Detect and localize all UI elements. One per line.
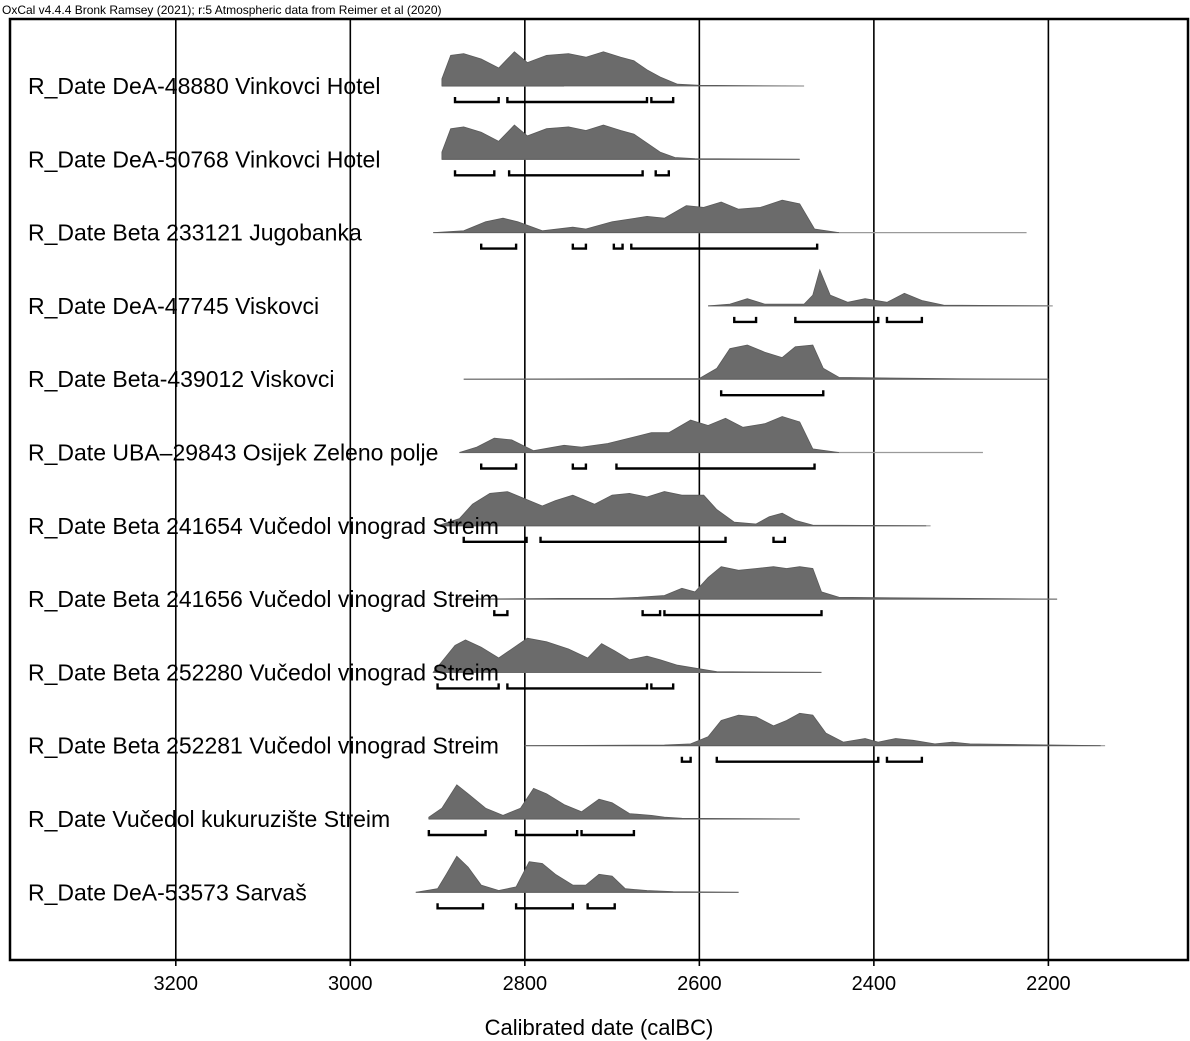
series-label: R_Date Vučedol kukuruzište Streim bbox=[28, 806, 390, 832]
x-tick-label: 3000 bbox=[328, 973, 373, 995]
series-label: R_Date Beta 241656 Vučedol vinograd Stre… bbox=[28, 586, 499, 612]
probability-distribution bbox=[428, 784, 800, 820]
hpd-bracket bbox=[885, 316, 924, 324]
hpd-bracket bbox=[506, 683, 649, 690]
hpd-bracket bbox=[654, 170, 671, 177]
hpd-bracket bbox=[436, 903, 485, 910]
x-tick-label: 2200 bbox=[1026, 973, 1071, 995]
series-row: R_Date Beta-439012 Viskovci bbox=[28, 344, 1049, 397]
series-label: R_Date DeA-47745 Viskovci bbox=[28, 293, 319, 319]
hpd-bracket bbox=[650, 97, 675, 104]
hpd-bracket bbox=[794, 316, 880, 324]
probability-distribution bbox=[432, 637, 822, 673]
x-tick-label: 2800 bbox=[503, 973, 548, 995]
probability-distribution bbox=[437, 491, 927, 527]
probability-distribution bbox=[459, 416, 840, 453]
series-row: R_Date Beta 241654 Vučedol vinograd Stre… bbox=[28, 491, 931, 543]
hpd-bracket bbox=[539, 536, 727, 543]
hpd-bracket bbox=[641, 610, 662, 617]
hpd-bracket bbox=[715, 756, 880, 763]
hpd-bracket bbox=[480, 463, 518, 470]
series-row: R_Date DeA-48880 Vinkovci Hotel bbox=[28, 51, 805, 104]
hpd-bracket bbox=[436, 683, 500, 690]
series-layer: R_Date DeA-48880 Vinkovci Hotel R_Date De… bbox=[28, 51, 1106, 910]
series-label: R_Date UBA–29843 Osijek Zeleno polje bbox=[28, 440, 438, 466]
hpd-bracket bbox=[630, 243, 819, 250]
probability-distribution bbox=[524, 712, 1101, 747]
hpd-bracket bbox=[586, 903, 616, 910]
hpd-bracket bbox=[507, 170, 644, 177]
hpd-bracket bbox=[480, 243, 518, 250]
hpd-bracket bbox=[514, 903, 575, 910]
series-row: R_Date DeA-50768 Vinkovci Hotel bbox=[28, 124, 800, 177]
series-label: R_Date Beta 252280 Vučedol vinograd Stre… bbox=[28, 659, 499, 685]
series-label: R_Date DeA-50768 Vinkovci Hotel bbox=[28, 146, 380, 172]
header-credit: OxCal v4.4.4 Bronk Ramsey (2021); r:5 At… bbox=[2, 3, 442, 17]
x-axis-label: Calibrated date (calBC) bbox=[485, 1015, 714, 1040]
probability-distribution bbox=[708, 268, 1049, 307]
hpd-bracket bbox=[612, 243, 624, 250]
series-row: R_Date Beta 252281 Vučedol vinograd Stre… bbox=[28, 712, 1106, 763]
series-row: R_Date Beta 233121 Jugobanka bbox=[28, 199, 1027, 250]
series-row: R_Date Beta 241656 Vučedol vinograd Stre… bbox=[28, 566, 1058, 617]
hpd-bracket bbox=[719, 390, 825, 397]
series-row: R_Date Vučedol kukuruzište Streim bbox=[28, 784, 800, 837]
probability-distribution bbox=[441, 124, 800, 160]
series-label: R_Date Beta 233121 Jugobanka bbox=[28, 220, 362, 246]
x-tick-label: 2600 bbox=[677, 973, 722, 995]
hpd-bracket bbox=[427, 830, 487, 837]
hpd-bracket bbox=[733, 316, 758, 324]
series-label: R_Date DeA-53573 Sarvaš bbox=[28, 879, 307, 905]
hpd-bracket bbox=[663, 610, 823, 617]
hpd-bracket bbox=[493, 610, 509, 617]
series-row: R_Date DeA-47745 Viskovci bbox=[28, 268, 1053, 324]
hpd-bracket bbox=[680, 756, 692, 763]
hpd-bracket bbox=[580, 830, 636, 837]
probability-distribution bbox=[415, 855, 739, 893]
x-tick-label: 2400 bbox=[852, 973, 897, 995]
hpd-bracket bbox=[571, 243, 588, 250]
hpd-bracket bbox=[462, 536, 528, 543]
series-row: R_Date DeA-53573 Sarvaš bbox=[28, 855, 739, 910]
series-label: R_Date Beta-439012 Viskovci bbox=[28, 366, 334, 392]
hpd-bracket bbox=[453, 170, 496, 177]
probability-distribution bbox=[463, 344, 1049, 380]
series-label: R_Date Beta 252281 Vučedol vinograd Stre… bbox=[28, 733, 499, 759]
hpd-bracket bbox=[514, 830, 579, 837]
hpd-bracket bbox=[506, 97, 649, 104]
hpd-bracket bbox=[772, 536, 787, 543]
probability-distribution bbox=[433, 199, 840, 233]
hpd-bracket bbox=[571, 463, 588, 470]
hpd-bracket bbox=[885, 756, 924, 763]
probability-distribution bbox=[454, 566, 1058, 600]
x-tick-label: 3200 bbox=[154, 973, 199, 995]
hpd-bracket bbox=[650, 683, 675, 690]
hpd-bracket bbox=[453, 97, 500, 104]
probability-distribution bbox=[441, 51, 805, 87]
series-row: R_Date UBA–29843 Osijek Zeleno polje bbox=[28, 416, 983, 470]
series-row: R_Date Beta 252280 Vučedol vinograd Stre… bbox=[28, 637, 822, 690]
series-label: R_Date Beta 241654 Vučedol vinograd Stre… bbox=[28, 513, 499, 539]
series-label: R_Date DeA-48880 Vinkovci Hotel bbox=[28, 73, 380, 99]
x-axis: 3200 3000 2800 2600 2400 2200 bbox=[154, 960, 1071, 995]
hpd-bracket bbox=[615, 463, 816, 470]
